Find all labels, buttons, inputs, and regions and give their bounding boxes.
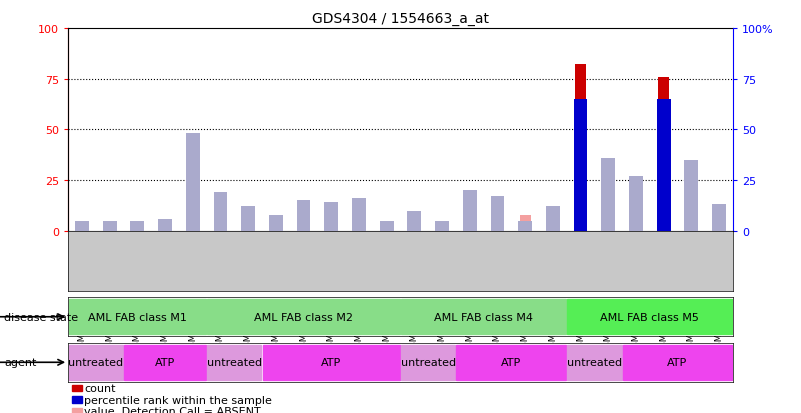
Bar: [602, 215, 614, 231]
Bar: [298, 229, 309, 231]
Text: untreated: untreated: [400, 357, 456, 368]
Text: untreated: untreated: [207, 357, 262, 368]
Bar: [124, 345, 206, 380]
Bar: [326, 227, 336, 231]
Bar: [602, 159, 615, 231]
Bar: [658, 78, 669, 231]
Bar: [103, 221, 117, 231]
Bar: [492, 229, 503, 231]
Bar: [409, 229, 420, 231]
Bar: [207, 345, 261, 380]
Text: GDS4304 / 1554663_a_at: GDS4304 / 1554663_a_at: [312, 12, 489, 26]
Bar: [490, 197, 505, 231]
Text: count: count: [84, 383, 115, 393]
Bar: [463, 191, 477, 231]
Bar: [465, 229, 475, 231]
Bar: [712, 205, 726, 231]
Bar: [567, 345, 622, 380]
Bar: [686, 211, 697, 231]
Text: disease state: disease state: [4, 312, 78, 322]
Bar: [69, 345, 123, 380]
Text: untreated: untreated: [68, 357, 123, 368]
Text: AML FAB class M1: AML FAB class M1: [88, 312, 187, 322]
Text: ATP: ATP: [155, 357, 175, 368]
Bar: [381, 229, 392, 231]
Bar: [158, 219, 172, 231]
Text: value, Detection Call = ABSENT: value, Detection Call = ABSENT: [84, 406, 261, 413]
Bar: [401, 345, 455, 380]
Text: ATP: ATP: [501, 357, 521, 368]
Bar: [132, 229, 143, 231]
Bar: [575, 65, 586, 231]
Bar: [520, 215, 531, 231]
Bar: [435, 221, 449, 231]
Bar: [567, 299, 732, 335]
Bar: [546, 207, 560, 231]
Bar: [215, 229, 226, 231]
Bar: [207, 299, 400, 335]
Bar: [296, 201, 311, 231]
Bar: [187, 187, 199, 231]
Bar: [622, 345, 732, 380]
Bar: [629, 177, 643, 231]
Bar: [131, 221, 144, 231]
Bar: [714, 211, 725, 231]
Bar: [263, 345, 400, 380]
Bar: [437, 229, 448, 231]
Text: ATP: ATP: [667, 357, 687, 368]
Bar: [657, 100, 670, 231]
Bar: [214, 193, 227, 231]
Bar: [76, 225, 87, 231]
Bar: [104, 225, 115, 231]
Bar: [547, 227, 558, 231]
Text: AML FAB class M5: AML FAB class M5: [601, 312, 699, 322]
Bar: [408, 211, 421, 231]
Bar: [518, 221, 532, 231]
Bar: [75, 221, 89, 231]
Bar: [574, 100, 587, 231]
Text: ATP: ATP: [321, 357, 341, 368]
Bar: [243, 229, 254, 231]
Bar: [269, 215, 283, 231]
Bar: [186, 134, 199, 231]
Text: AML FAB class M4: AML FAB class M4: [434, 312, 533, 322]
Text: untreated: untreated: [567, 357, 622, 368]
Text: AML FAB class M2: AML FAB class M2: [254, 312, 353, 322]
Bar: [401, 299, 566, 335]
Bar: [380, 221, 393, 231]
Bar: [324, 203, 338, 231]
Bar: [241, 207, 255, 231]
Bar: [684, 160, 698, 231]
Bar: [270, 229, 281, 231]
Bar: [352, 199, 366, 231]
Bar: [159, 227, 171, 231]
Text: percentile rank within the sample: percentile rank within the sample: [84, 395, 272, 405]
Text: agent: agent: [4, 357, 36, 368]
Bar: [69, 299, 206, 335]
Bar: [457, 345, 566, 380]
Bar: [353, 229, 364, 231]
Bar: [630, 211, 642, 231]
